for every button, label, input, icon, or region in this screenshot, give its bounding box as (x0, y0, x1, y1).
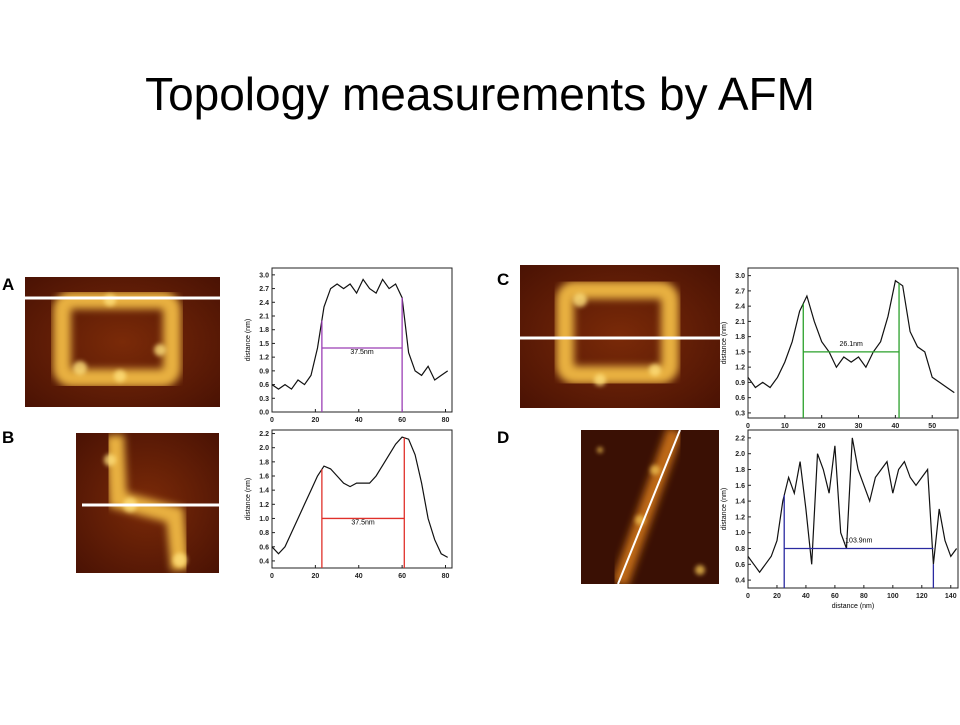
measurement-label: 37.5nm (350, 349, 374, 356)
y-tick-label: 2.2 (259, 431, 269, 438)
y-tick-label: 1.6 (735, 483, 745, 490)
panel-label: C (497, 270, 509, 289)
x-tick-label: 40 (355, 417, 363, 424)
y-tick-label: 3.0 (259, 272, 269, 279)
x-tick-label: 80 (442, 417, 450, 424)
y-tick-label: 0.6 (259, 382, 269, 389)
x-axis-label: distance (nm) (832, 603, 874, 610)
panel-label: D (497, 428, 509, 447)
y-tick-label: 1.8 (735, 334, 745, 341)
x-tick-label: 20 (311, 417, 319, 424)
plot-frame (747, 429, 959, 589)
afm-image-a (25, 277, 220, 407)
x-tick-label: 80 (860, 593, 868, 600)
x-tick-label: 20 (773, 593, 781, 600)
plot-frame (747, 267, 959, 419)
y-tick-label: 2.4 (259, 300, 269, 307)
y-tick-label: 0.4 (259, 558, 269, 565)
y-tick-label: 0.9 (735, 380, 745, 387)
panel-label: A (2, 275, 14, 294)
y-tick-label: 2.2 (735, 435, 745, 442)
y-tick-label: 0.3 (735, 410, 745, 417)
y-tick-label: 1.0 (735, 530, 745, 537)
y-tick-label: 1.4 (735, 499, 745, 506)
plot-frame (271, 429, 453, 569)
x-tick-label: 140 (945, 593, 957, 600)
plot-frame (271, 267, 453, 413)
y-tick-label: 0.6 (735, 395, 745, 402)
y-tick-label: 1.2 (259, 502, 269, 509)
y-tick-label: 0.6 (735, 562, 745, 569)
data-line (271, 436, 448, 558)
x-tick-label: 0 (746, 423, 750, 430)
y-tick-label: 2.0 (735, 451, 745, 458)
y-tick-label: 1.5 (259, 341, 269, 348)
y-tick-label: 1.5 (735, 349, 745, 356)
measurement-label: 26.1nm (839, 341, 863, 348)
y-tick-label: 1.4 (259, 488, 269, 495)
y-tick-label: 0.3 (259, 396, 269, 403)
x-tick-label: 20 (818, 423, 826, 430)
y-tick-label: 1.0 (259, 516, 269, 523)
x-tick-label: 60 (831, 593, 839, 600)
afm-image-b (76, 433, 219, 573)
x-tick-label: 100 (887, 593, 899, 600)
x-tick-label: 40 (891, 423, 899, 430)
y-tick-label: 1.2 (735, 514, 745, 521)
x-tick-label: 40 (802, 593, 810, 600)
x-tick-label: 0 (270, 573, 274, 580)
y-tick-label: 1.2 (735, 365, 745, 372)
panel-label: B (2, 428, 14, 447)
y-tick-label: 1.2 (259, 355, 269, 362)
afm-image-d (581, 430, 719, 584)
y-tick-label: 0.0 (259, 410, 269, 417)
data-line (747, 279, 955, 394)
y-tick-label: 1.8 (259, 459, 269, 466)
slide-title: Topology measurements by AFM (145, 68, 815, 120)
x-tick-label: 50 (928, 423, 936, 430)
x-tick-label: 0 (746, 593, 750, 600)
x-tick-label: 120 (916, 593, 928, 600)
y-tick-label: 1.6 (259, 474, 269, 481)
y-tick-label: 3.0 (735, 273, 745, 280)
y-tick-label: 0.4 (735, 578, 745, 585)
y-axis-label: distance (nm) (721, 488, 728, 530)
y-tick-label: 0.8 (735, 546, 745, 553)
x-tick-label: 40 (355, 573, 363, 580)
measurement-label: 103.9nm (845, 538, 872, 545)
x-tick-label: 60 (398, 417, 406, 424)
y-tick-label: 2.7 (259, 286, 269, 293)
x-tick-label: 30 (855, 423, 863, 430)
y-tick-label: 2.7 (735, 288, 745, 295)
y-tick-label: 2.1 (259, 314, 269, 321)
x-tick-label: 0 (270, 417, 274, 424)
y-tick-label: 0.9 (259, 368, 269, 375)
y-tick-label: 0.8 (259, 530, 269, 537)
y-axis-label: distance (nm) (245, 319, 252, 361)
data-line (271, 278, 449, 390)
y-tick-label: 2.1 (735, 319, 745, 326)
y-tick-label: 2.4 (735, 304, 745, 311)
y-tick-label: 2.0 (259, 445, 269, 452)
x-tick-label: 80 (442, 573, 450, 580)
y-axis-label: distance (nm) (721, 322, 728, 364)
afm-image-c (520, 265, 720, 408)
y-tick-label: 1.8 (259, 327, 269, 334)
x-tick-label: 10 (781, 423, 789, 430)
x-tick-label: 60 (398, 573, 406, 580)
x-tick-label: 20 (311, 573, 319, 580)
y-tick-label: 0.6 (259, 544, 269, 551)
measurement-label: 37.5nm (351, 519, 375, 526)
data-line (747, 437, 958, 574)
y-axis-label: distance (nm) (245, 478, 252, 520)
y-tick-label: 1.8 (735, 467, 745, 474)
